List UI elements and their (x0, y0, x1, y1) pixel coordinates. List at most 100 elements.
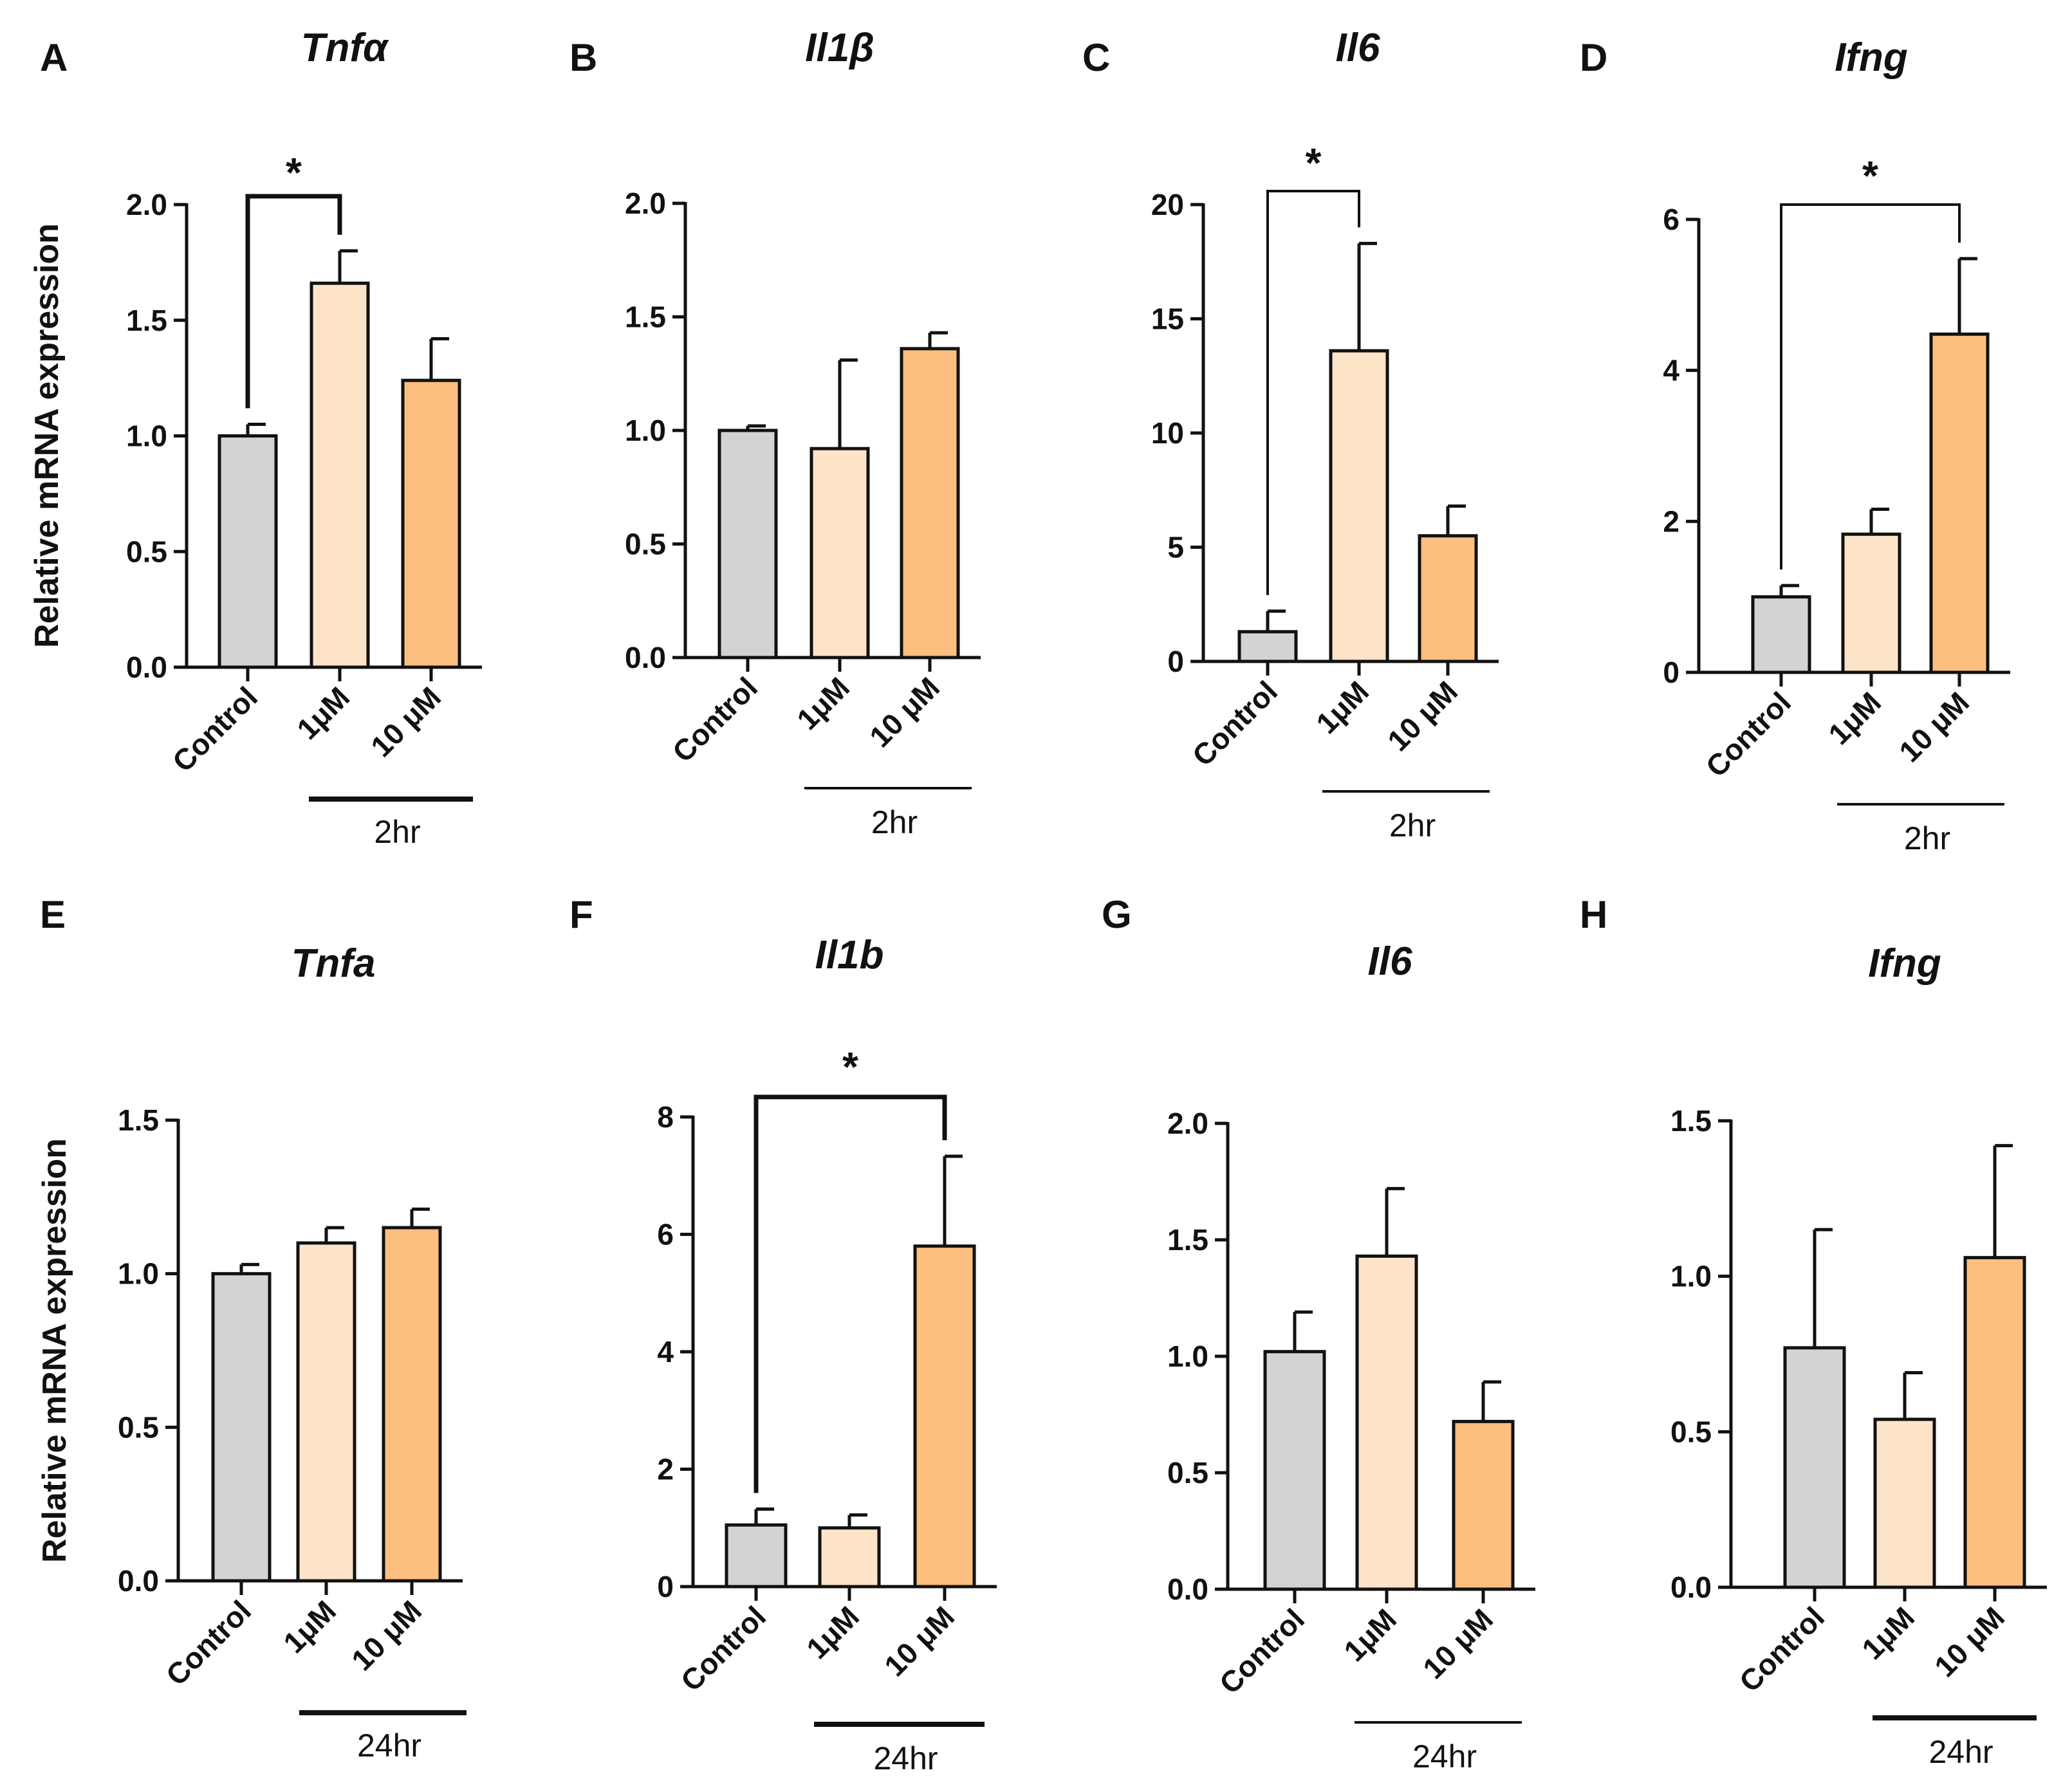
low-dose-bar (1873, 1417, 1936, 1589)
y-tick-label: 0 (657, 1570, 674, 1603)
control-bar (217, 434, 278, 669)
x-tick-label: 10 μM (878, 1599, 961, 1682)
time-label: 2hr (1389, 807, 1436, 843)
y-axis-label: Relative mRNA expression (28, 223, 66, 648)
y-tick-label: 0.0 (126, 650, 167, 684)
panel-label: E (40, 893, 66, 936)
panel-label: G (1102, 893, 1132, 936)
control-bar (211, 1272, 272, 1583)
significance-bracket (754, 1094, 947, 1493)
y-tick-label: 1.0 (1670, 1260, 1712, 1293)
y-tick-label: 1.5 (126, 304, 167, 337)
x-tick-label: 1μM (790, 670, 856, 736)
low-dose-bar (310, 281, 370, 669)
time-label: 24hr (873, 1740, 938, 1776)
x-tick-label: 1μM (1822, 685, 1887, 751)
y-tick-label: 1.5 (1167, 1223, 1208, 1257)
chart-title: Ifng (1868, 941, 1941, 986)
y-tick-label: 0.5 (126, 535, 167, 568)
x-tick-label: 10 μM (1892, 685, 1975, 768)
y-tick-label: 0.5 (118, 1410, 159, 1444)
time-label: 24hr (357, 1728, 421, 1764)
x-tick-label: Control (666, 670, 764, 768)
panel-label: F (569, 893, 593, 936)
y-tick-label: 2.0 (625, 187, 666, 220)
chart-title: Tnfa (291, 941, 376, 986)
y-tick-label: 0.0 (625, 641, 666, 674)
chart-panel-e: E Tnfa Relative mRNA expression 0.0 0.5 1.0 1.… (36, 893, 467, 1764)
y-tick-label: 15 (1151, 302, 1184, 336)
high-dose-bar (382, 1226, 442, 1583)
high-dose-bar (900, 347, 960, 659)
chart-title: Ifng (1835, 35, 1908, 80)
high-dose-bar (1418, 534, 1478, 663)
y-tick-label: 2 (657, 1453, 674, 1486)
time-label: 24hr (1929, 1734, 1993, 1770)
control-bar (1263, 1350, 1326, 1591)
x-tick-label: 1μM (800, 1599, 865, 1665)
y-tick-label: 1.0 (1167, 1340, 1208, 1373)
y-tick-label: 0.0 (118, 1564, 159, 1598)
y-tick-label: 6 (657, 1218, 674, 1251)
panel-label: D (1580, 36, 1607, 79)
x-tick-label: 1μM (1337, 1602, 1403, 1668)
y-tick-label: 0.0 (1167, 1572, 1208, 1606)
control-bar (1783, 1346, 1846, 1589)
x-tick-label: 10 μM (364, 680, 447, 763)
chart-title: Il6 (1336, 26, 1380, 70)
high-dose-bar (1929, 332, 1990, 674)
x-tick-label: Control (166, 680, 264, 778)
x-tick-label: 1μM (1855, 1600, 1921, 1666)
y-tick-label: 0.0 (1670, 1571, 1712, 1604)
chart-title: Il1b (815, 933, 884, 977)
y-tick-label: 4 (657, 1335, 674, 1369)
chart-panel-f: F Il1b 0 2 4 6 8 Control 1μM 10 μM 24hr * (569, 893, 997, 1776)
significance-bracket (1780, 203, 1961, 570)
significance-star: * (1862, 152, 1878, 199)
chart-title: Tnfα (301, 26, 389, 70)
y-tick-label: 1.5 (1670, 1104, 1712, 1138)
x-tick-label: 10 μM (863, 670, 946, 753)
x-tick-label: 1μM (277, 1594, 342, 1659)
x-tick-label: 1μM (290, 680, 356, 746)
significance-bracket (1266, 190, 1360, 595)
x-tick-label: Control (1699, 685, 1797, 783)
y-tick-label: 1.0 (126, 419, 167, 453)
y-tick-label: 4 (1663, 354, 1679, 387)
y-tick-label: 0.5 (1670, 1415, 1712, 1448)
low-dose-bar (809, 447, 870, 659)
x-tick-label: Control (1186, 674, 1284, 772)
chart-title: Il6 (1368, 939, 1412, 984)
chart-panel-c: C Il6 0 5 10 15 20 Control 1μM 10 μM 2hr * (1082, 26, 1499, 843)
chart-panel-d: D Ifng 0 2 4 6 Control 1μM 10 μM 2hr * (1580, 35, 2010, 856)
x-tick-label: Control (674, 1599, 772, 1697)
x-tick-label: 10 μM (345, 1594, 428, 1677)
y-tick-label: 1.5 (625, 300, 666, 334)
y-tick-label: 0 (1167, 645, 1184, 678)
significance-star: * (1306, 140, 1322, 186)
y-tick-label: 6 (1663, 203, 1679, 236)
chart-title: Il1β (805, 26, 874, 70)
y-tick-label: 1.5 (118, 1103, 159, 1137)
y-tick-label: 5 (1167, 531, 1184, 564)
low-dose-bar (296, 1241, 356, 1583)
low-dose-bar (818, 1526, 881, 1589)
y-tick-label: 1.0 (118, 1257, 159, 1291)
low-dose-bar (1841, 532, 1901, 674)
y-tick-label: 1.0 (625, 414, 666, 447)
time-label: 2hr (1904, 820, 1950, 856)
panel-label: H (1580, 893, 1607, 936)
y-tick-label: 2.0 (1167, 1107, 1208, 1140)
y-tick-label: 2 (1663, 504, 1679, 538)
high-dose-bar (1963, 1256, 2026, 1589)
control-bar (717, 429, 778, 659)
low-dose-bar (1355, 1254, 1418, 1591)
control-bar (1237, 630, 1298, 663)
y-tick-label: 2.0 (126, 188, 167, 221)
high-dose-bar (913, 1244, 976, 1589)
y-tick-label: 0 (1663, 656, 1679, 689)
y-tick-label: 8 (657, 1100, 674, 1134)
low-dose-bar (1329, 349, 1389, 663)
significance-star: * (286, 149, 302, 196)
x-tick-label: 1μM (1309, 674, 1375, 740)
